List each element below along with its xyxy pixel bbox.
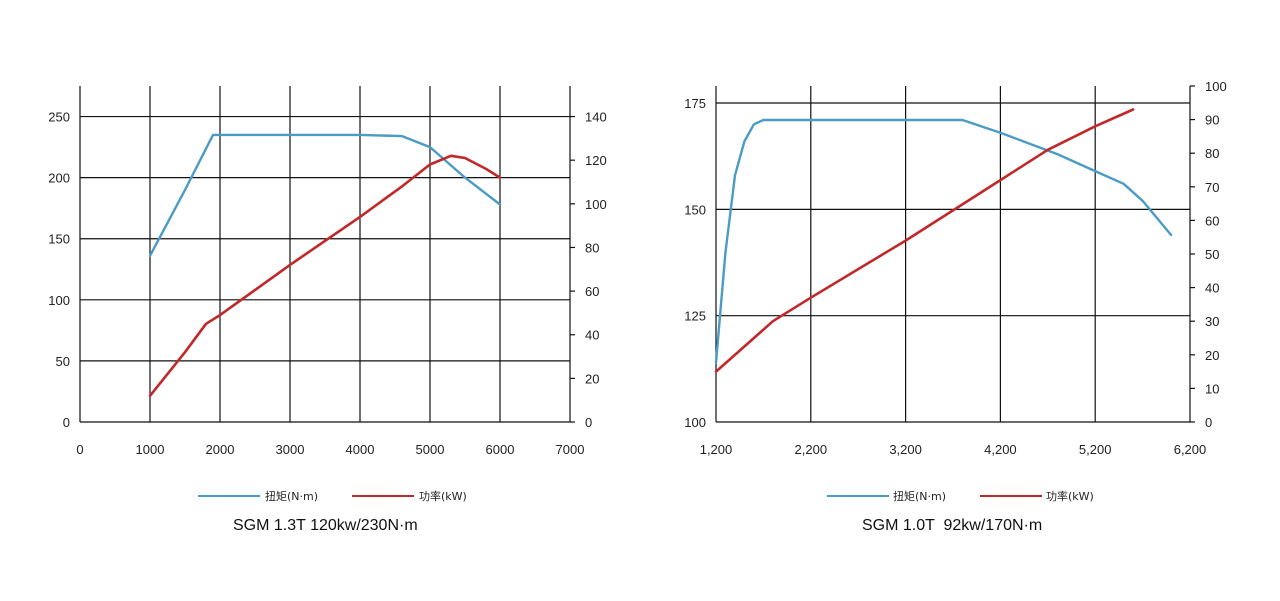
- left-tick-label: 50: [56, 354, 70, 369]
- left-axis-ticks: 100 125 150 175: [684, 96, 706, 430]
- chart-series-lines: [148, 133, 502, 398]
- right-tick-label: 80: [1205, 146, 1219, 161]
- chart-sgm-13t: 0 50 100 150 200 250 0 20 40 60 80 100 120 140 0 1000…: [48, 86, 607, 534]
- right-tick-label: 100: [585, 197, 607, 212]
- legend-label-torque: 扭矩(N·m): [893, 489, 946, 503]
- series-line-power: [714, 108, 1135, 373]
- right-tick-label: 140: [585, 110, 607, 125]
- right-tick-label: 0: [585, 415, 592, 430]
- right-tick-label: 30: [1205, 314, 1219, 329]
- legend-label-power: 功率(kW): [419, 489, 467, 503]
- x-tick-label: 3000: [276, 442, 305, 457]
- x-tick-label: 1,200: [700, 442, 733, 457]
- right-tick-label: 100: [1205, 79, 1227, 94]
- x-tick-label: 3,200: [889, 442, 922, 457]
- chart-legend: 扭矩(N·m) 功率(kW): [827, 489, 1094, 503]
- left-tick-label: 100: [48, 293, 70, 308]
- right-tick-label: 40: [585, 328, 599, 343]
- right-tick-label: 120: [585, 153, 607, 168]
- right-tick-label: 60: [1205, 213, 1219, 228]
- right-tick-label: 90: [1205, 113, 1219, 128]
- chart-series-lines: [714, 108, 1173, 373]
- series-line-torque: [148, 133, 502, 258]
- x-tick-label: 5,200: [1079, 442, 1112, 457]
- right-tick-label: 70: [1205, 180, 1219, 195]
- x-tick-label: 4,200: [984, 442, 1017, 457]
- x-axis-ticks: 0 1000 2000 3000 4000 5000 6000 7000: [76, 442, 584, 457]
- right-tick-label: 0: [1205, 415, 1212, 430]
- chart-title: SGM 1.0T 92kw/170N·m: [862, 517, 1042, 534]
- x-axis-ticks: 1,200 2,200 3,200 4,200 5,200 6,200: [700, 442, 1207, 457]
- left-tick-label: 175: [684, 96, 706, 111]
- x-tick-label: 5000: [416, 442, 445, 457]
- x-tick-label: 1000: [136, 442, 165, 457]
- x-tick-label: 6,200: [1174, 442, 1207, 457]
- left-tick-label: 125: [684, 309, 706, 324]
- left-tick-label: 100: [684, 415, 706, 430]
- right-tick-label: 10: [1205, 381, 1219, 396]
- right-axis-ticks: 0 10 20 30 40 50 60 70 80 90 100: [1190, 79, 1227, 430]
- chart-grid: [715, 86, 1191, 423]
- legend-label-power: 功率(kW): [1046, 489, 1094, 503]
- right-tick-label: 50: [1205, 247, 1219, 262]
- right-tick-label: 80: [585, 240, 599, 255]
- chart-title: SGM 1.3T 120kw/230N·m: [233, 517, 418, 534]
- x-tick-label: 2,200: [795, 442, 828, 457]
- x-tick-label: 6000: [486, 442, 515, 457]
- x-tick-label: 7000: [556, 442, 585, 457]
- x-tick-label: 4000: [346, 442, 375, 457]
- left-axis-ticks: 0 50 100 150 200 250: [48, 110, 70, 430]
- right-tick-label: 40: [1205, 281, 1219, 296]
- right-tick-label: 20: [1205, 348, 1219, 363]
- x-tick-label: 2000: [206, 442, 235, 457]
- right-axis-ticks: 0 20 40 60 80 100 120 140: [570, 110, 607, 430]
- right-tick-label: 60: [585, 284, 599, 299]
- left-tick-label: 200: [48, 171, 70, 186]
- series-line-power: [148, 154, 502, 398]
- chart-legend: 扭矩(N·m) 功率(kW): [198, 489, 467, 503]
- x-tick-label: 0: [76, 442, 83, 457]
- left-tick-label: 150: [684, 202, 706, 217]
- chart-grid: [79, 86, 571, 423]
- left-tick-label: 250: [48, 110, 70, 125]
- left-tick-label: 150: [48, 232, 70, 247]
- left-tick-label: 0: [63, 415, 70, 430]
- series-line-torque: [714, 118, 1173, 364]
- right-tick-label: 20: [585, 371, 599, 386]
- legend-label-torque: 扭矩(N·m): [265, 489, 318, 503]
- chart-sgm-10t: 100 125 150 175 0 10 20 30 40 50 60 70 80 90 100 1,20…: [684, 79, 1226, 534]
